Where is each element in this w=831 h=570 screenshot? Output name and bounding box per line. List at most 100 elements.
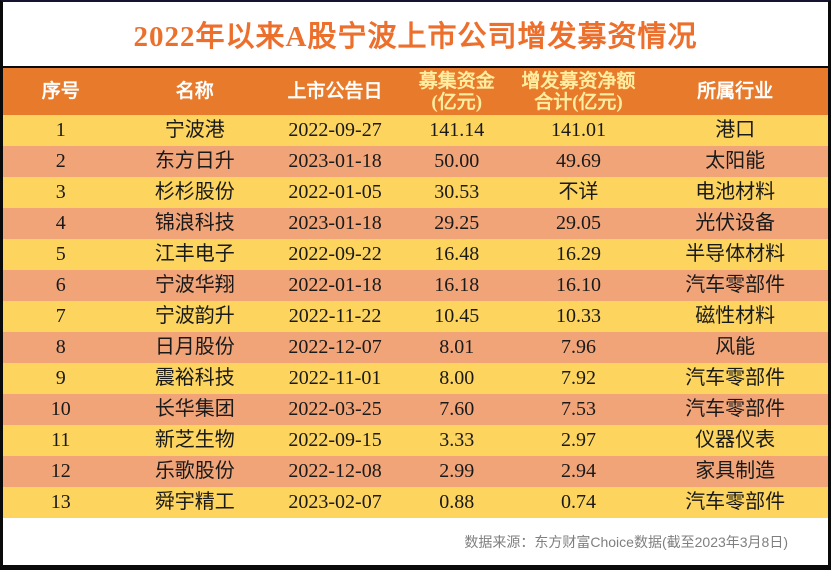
column-header: 上市公告日 bbox=[271, 81, 399, 102]
table-cell: 0.88 bbox=[439, 491, 475, 513]
table-cell: 12 bbox=[50, 460, 71, 482]
table-cell: 江丰电子 bbox=[154, 243, 235, 265]
table-row: 11 新芝生物 2022-09-15 3.33 2.97 仪器仪表 bbox=[3, 425, 828, 456]
table-cell: 10 bbox=[50, 398, 71, 420]
table-cell: 汽车零部件 bbox=[685, 491, 786, 513]
table-row: 3 杉杉股份 2022-01-05 30.53 不详 电池材料 bbox=[3, 177, 828, 208]
table-cell: 8.01 bbox=[439, 336, 475, 358]
table-cell: 锦浪科技 bbox=[154, 212, 235, 234]
table-cell: 2022-01-05 bbox=[288, 181, 382, 203]
table-cell: 风能 bbox=[715, 336, 756, 358]
table-row: 4 锦浪科技 2023-01-18 29.25 29.05 光伏设备 bbox=[3, 208, 828, 239]
column-header-line: 序号 bbox=[41, 81, 80, 102]
table-row: 1 宁波港 2022-09-27 141.14 141.01 港口 bbox=[3, 115, 828, 146]
table-cell: 家具制造 bbox=[695, 460, 776, 482]
title-bar: 2022年以来A股宁波上市公司增发募资情况 bbox=[3, 2, 828, 68]
table-cell: 3.33 bbox=[439, 429, 475, 451]
table-cell: 2023-02-07 bbox=[288, 491, 382, 513]
data-source-note: 数据来源：东方财富Choice数据(截至2023年3月8日) bbox=[464, 533, 788, 550]
table-cell: 2022-09-22 bbox=[288, 243, 382, 265]
table-cell: 50.00 bbox=[434, 150, 480, 172]
page-title: 2022年以来A股宁波上市公司增发募资情况 bbox=[133, 21, 698, 53]
table-row: 13 舜宇精工 2023-02-07 0.88 0.74 汽车零部件 bbox=[3, 487, 828, 518]
table-cell: 宁波港 bbox=[164, 119, 225, 141]
table-cell: 10.45 bbox=[434, 305, 480, 327]
footer: 数据来源：东方财富Choice数据(截至2023年3月8日) bbox=[3, 518, 828, 565]
table-cell: 太阳能 bbox=[705, 150, 766, 172]
table-cell: 东方日升 bbox=[154, 150, 235, 172]
table-cell: 7.96 bbox=[560, 336, 596, 358]
table-row: 12 乐歌股份 2022-12-08 2.99 2.94 家具制造 bbox=[3, 456, 828, 487]
column-header: 增发募资净额 合计(亿元) bbox=[515, 71, 643, 113]
table-cell: 2022-03-25 bbox=[288, 398, 382, 420]
table-cell: 29.25 bbox=[434, 212, 480, 234]
column-header-line: 合计(亿元) bbox=[534, 91, 623, 113]
table-cell: 141.01 bbox=[550, 119, 606, 141]
table-cell: 49.69 bbox=[555, 150, 601, 172]
table-cell: 9 bbox=[55, 367, 66, 389]
table-cell: 2023-01-18 bbox=[288, 212, 382, 234]
table-cell: 2022-11-22 bbox=[288, 305, 382, 327]
table-cell: 磁性材料 bbox=[695, 305, 776, 327]
table-row: 2 东方日升 2023-01-18 50.00 49.69 太阳能 bbox=[3, 146, 828, 177]
table-cell: 16.10 bbox=[555, 274, 601, 296]
table-cell: 2022-01-18 bbox=[288, 274, 382, 296]
table-cell: 宁波华翔 bbox=[154, 274, 235, 296]
table-cell: 30.53 bbox=[434, 181, 480, 203]
table-cell: 港口 bbox=[715, 119, 756, 141]
table-row: 7 宁波韵升 2022-11-22 10.45 10.33 磁性材料 bbox=[3, 301, 828, 332]
table-cell: 汽车零部件 bbox=[685, 398, 786, 420]
table-cell: 11 bbox=[51, 429, 71, 451]
table-cell: 16.18 bbox=[434, 274, 480, 296]
table-cell: 电池材料 bbox=[695, 181, 776, 203]
table-cell: 乐歌股份 bbox=[154, 460, 235, 482]
column-header-line: 上市公告日 bbox=[287, 81, 383, 102]
table-cell: 8.00 bbox=[439, 367, 475, 389]
table-row: 5 江丰电子 2022-09-22 16.48 16.29 半导体材料 bbox=[3, 239, 828, 270]
table-cell: 长华集团 bbox=[154, 398, 235, 420]
table-cell: 7.92 bbox=[560, 367, 596, 389]
table-cell: 日月股份 bbox=[154, 336, 235, 358]
table-cell: 汽车零部件 bbox=[685, 274, 786, 296]
table-cell: 0.74 bbox=[560, 491, 596, 513]
column-header-line: 募集资金 bbox=[418, 70, 495, 92]
table-cell: 2022-11-01 bbox=[288, 367, 382, 389]
table-cell: 3 bbox=[55, 181, 66, 203]
table-cell: 半导体材料 bbox=[685, 243, 786, 265]
table-cell: 2023-01-18 bbox=[288, 150, 382, 172]
table-row: 10 长华集团 2022-03-25 7.60 7.53 汽车零部件 bbox=[3, 394, 828, 425]
table-cell: 光伏设备 bbox=[695, 212, 776, 234]
table-cell: 2 bbox=[55, 150, 66, 172]
column-header-line: 名称 bbox=[175, 81, 214, 102]
table-cell: 2.94 bbox=[560, 460, 596, 482]
table-body: 1 宁波港 2022-09-27 141.14 141.01 港口 2 东方日升 2023-01… bbox=[3, 115, 828, 518]
table-cell: 仪器仪表 bbox=[695, 429, 776, 451]
table-cell: 杉杉股份 bbox=[154, 181, 235, 203]
table-cell: 8 bbox=[55, 336, 66, 358]
table-cell: 宁波韵升 bbox=[154, 305, 235, 327]
table-cell: 13 bbox=[50, 491, 71, 513]
column-header: 名称 bbox=[119, 81, 272, 102]
column-header-line: 增发募资净额 bbox=[521, 70, 636, 92]
table-cell: 2022-12-08 bbox=[288, 460, 382, 482]
table-cell: 2022-09-15 bbox=[288, 429, 382, 451]
table-cell: 7.53 bbox=[560, 398, 596, 420]
table-cell: 1 bbox=[55, 119, 66, 141]
table-cell: 不详 bbox=[558, 181, 599, 203]
table-cell: 4 bbox=[55, 212, 66, 234]
column-header: 募集资金 (亿元) bbox=[399, 71, 515, 113]
table-row: 6 宁波华翔 2022-01-18 16.18 16.10 汽车零部件 bbox=[3, 270, 828, 301]
table-cell: 7 bbox=[55, 305, 66, 327]
column-header-line: 所属行业 bbox=[697, 81, 774, 102]
table-cell: 5 bbox=[55, 243, 66, 265]
table-cell: 2.97 bbox=[560, 429, 596, 451]
table-cell: 16.48 bbox=[434, 243, 480, 265]
table-cell: 舜宇精工 bbox=[154, 491, 235, 513]
table-cell: 震裕科技 bbox=[154, 367, 235, 389]
table-header: 序号 名称 上市公告日 募集资金 (亿元) 增发募资净额 合计(亿元) 所属行业 bbox=[3, 68, 828, 115]
table-cell: 29.05 bbox=[555, 212, 601, 234]
table-cell: 汽车零部件 bbox=[685, 367, 786, 389]
table-cell: 新芝生物 bbox=[154, 429, 235, 451]
table-cell: 7.60 bbox=[439, 398, 475, 420]
table-row: 9 震裕科技 2022-11-01 8.00 7.92 汽车零部件 bbox=[3, 363, 828, 394]
